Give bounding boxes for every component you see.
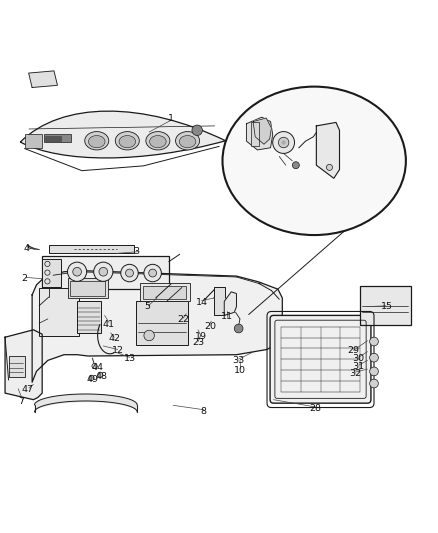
- Ellipse shape: [179, 135, 196, 148]
- Circle shape: [73, 268, 81, 276]
- Circle shape: [282, 141, 286, 144]
- Bar: [136, 302, 188, 345]
- Text: 2: 2: [22, 274, 28, 283]
- Text: 7: 7: [19, 397, 25, 406]
- Bar: [68, 278, 108, 298]
- Bar: [251, 122, 259, 146]
- Bar: [77, 302, 101, 333]
- Ellipse shape: [150, 135, 166, 148]
- Text: 47: 47: [22, 385, 34, 394]
- Polygon shape: [224, 292, 237, 316]
- Bar: [9, 356, 25, 376]
- Text: 12: 12: [112, 346, 124, 356]
- PathPatch shape: [20, 111, 226, 158]
- Circle shape: [370, 337, 378, 346]
- Circle shape: [121, 264, 138, 282]
- Circle shape: [273, 132, 294, 154]
- Text: 11: 11: [221, 312, 233, 321]
- Ellipse shape: [85, 132, 109, 150]
- Circle shape: [144, 264, 161, 282]
- Ellipse shape: [146, 132, 170, 150]
- Ellipse shape: [223, 87, 406, 235]
- Circle shape: [67, 262, 87, 281]
- Text: 8: 8: [201, 407, 207, 416]
- Circle shape: [326, 164, 332, 171]
- Text: 5: 5: [144, 302, 150, 311]
- Text: 15: 15: [381, 302, 393, 311]
- Circle shape: [370, 379, 378, 388]
- Bar: [360, 286, 411, 326]
- Circle shape: [144, 330, 154, 341]
- Polygon shape: [5, 330, 42, 400]
- Circle shape: [89, 375, 94, 381]
- Text: 28: 28: [309, 404, 321, 413]
- Bar: [44, 134, 71, 142]
- Circle shape: [370, 367, 378, 376]
- Bar: [42, 256, 169, 289]
- Text: 30: 30: [353, 354, 365, 362]
- Bar: [45, 136, 60, 141]
- Circle shape: [279, 138, 289, 148]
- Ellipse shape: [88, 135, 105, 148]
- Text: 44: 44: [92, 364, 104, 372]
- Circle shape: [370, 353, 378, 362]
- Bar: [39, 288, 79, 336]
- Circle shape: [234, 324, 243, 333]
- Circle shape: [126, 269, 134, 277]
- Text: 19: 19: [194, 332, 207, 341]
- Text: 29: 29: [347, 346, 360, 355]
- Bar: [143, 286, 186, 299]
- Ellipse shape: [115, 132, 139, 150]
- Text: 42: 42: [108, 334, 120, 343]
- Circle shape: [92, 364, 97, 369]
- Polygon shape: [28, 71, 57, 87]
- Bar: [140, 283, 190, 302]
- Ellipse shape: [176, 132, 200, 150]
- Bar: [214, 287, 225, 316]
- Text: 14: 14: [196, 298, 208, 307]
- Text: 4: 4: [24, 244, 30, 253]
- Circle shape: [99, 268, 108, 276]
- Circle shape: [94, 262, 113, 281]
- Text: 10: 10: [234, 366, 246, 375]
- Polygon shape: [253, 118, 272, 144]
- Polygon shape: [32, 271, 283, 382]
- Ellipse shape: [119, 135, 136, 148]
- Circle shape: [98, 372, 103, 377]
- Circle shape: [292, 161, 299, 169]
- Polygon shape: [247, 117, 273, 150]
- Bar: [25, 134, 42, 148]
- Text: 32: 32: [349, 369, 361, 378]
- Text: 49: 49: [86, 375, 99, 384]
- Text: 20: 20: [204, 322, 216, 331]
- Text: 41: 41: [103, 320, 115, 329]
- Text: 22: 22: [177, 315, 189, 324]
- Bar: [70, 281, 106, 296]
- Text: 23: 23: [192, 338, 204, 348]
- Circle shape: [192, 125, 202, 135]
- Text: 3: 3: [133, 247, 139, 256]
- Circle shape: [149, 269, 156, 277]
- Text: 1: 1: [168, 115, 174, 124]
- Text: 48: 48: [95, 372, 107, 381]
- Polygon shape: [316, 123, 339, 179]
- Bar: [42, 259, 60, 287]
- FancyBboxPatch shape: [270, 316, 371, 403]
- Text: 13: 13: [124, 354, 135, 362]
- Bar: [49, 245, 134, 253]
- Text: 31: 31: [353, 361, 365, 370]
- Text: 33: 33: [233, 356, 245, 365]
